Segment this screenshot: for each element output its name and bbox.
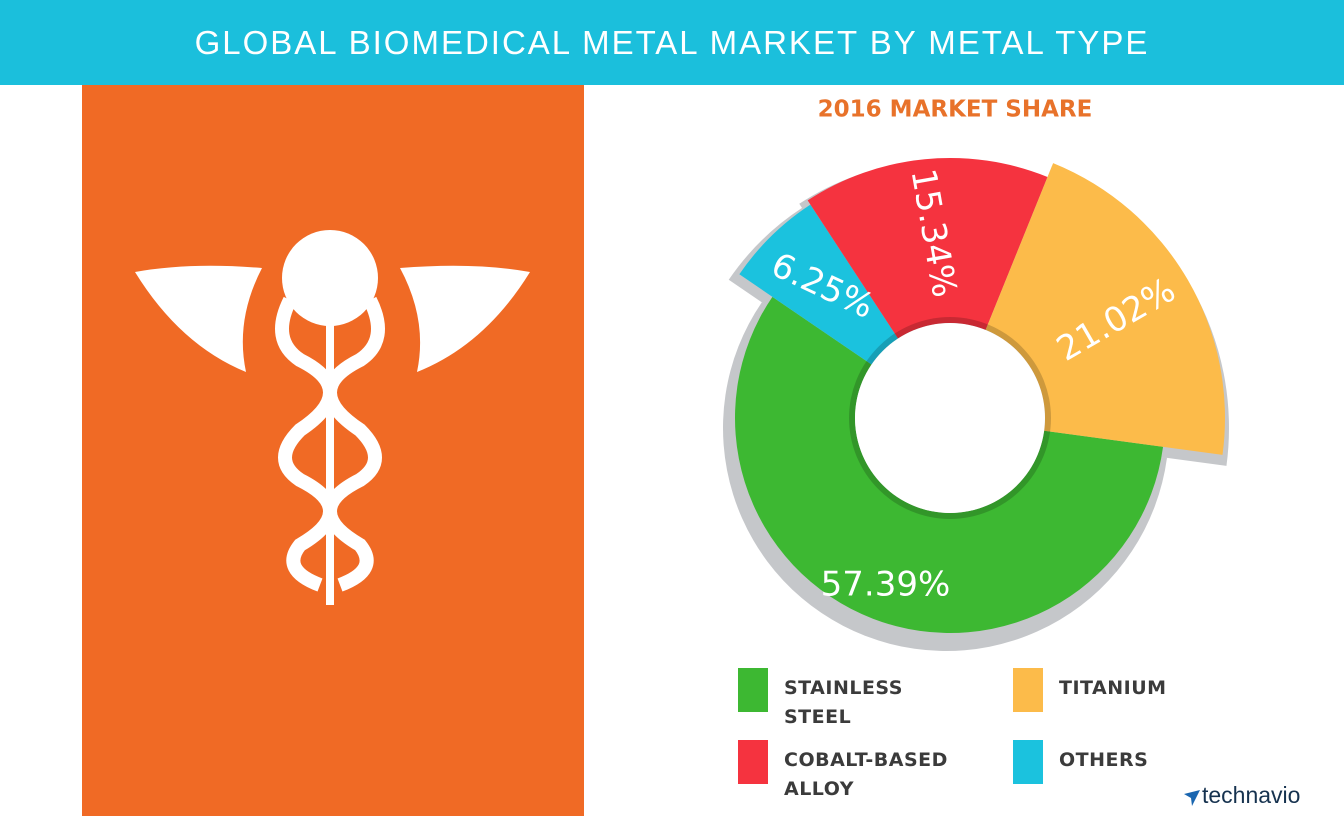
brand: technavio [1202,782,1301,808]
legend-item: TITANIUM [1013,668,1234,712]
value-label: 57.39% [821,565,951,605]
donut-segment [734,296,1164,634]
legend-item: COBALT-BASED ALLOY [738,740,959,804]
donut-segment [739,204,898,365]
caduceus-icon [135,230,530,605]
legend-item: STAINLESS STEEL [738,668,959,732]
legend-label: OTHERS [1059,749,1149,771]
brand-logo [1184,790,1200,806]
legend: STAINLESS STEEL TITANIUM COBALT-BASED ALLO… [738,668,1218,800]
legend-label: COBALT-BASED ALLOY [784,749,948,800]
legend-label: STAINLESS STEEL [784,677,903,728]
legend-swatch [738,740,768,784]
chart-title: 2016 MARKET SHARE [818,97,1093,123]
legend-item: OTHERS [1013,740,1234,784]
donut-segment [985,163,1225,455]
legend-swatch [738,668,768,712]
header-title: GLOBAL BIOMEDICAL METAL MARKET BY METAL … [0,0,1344,85]
legend-label: TITANIUM [1059,677,1167,699]
donut-segment [807,158,1048,339]
icon-panel [82,85,584,816]
donut-hole [855,323,1045,513]
legend-swatch [1013,668,1043,712]
legend-swatch [1013,740,1043,784]
